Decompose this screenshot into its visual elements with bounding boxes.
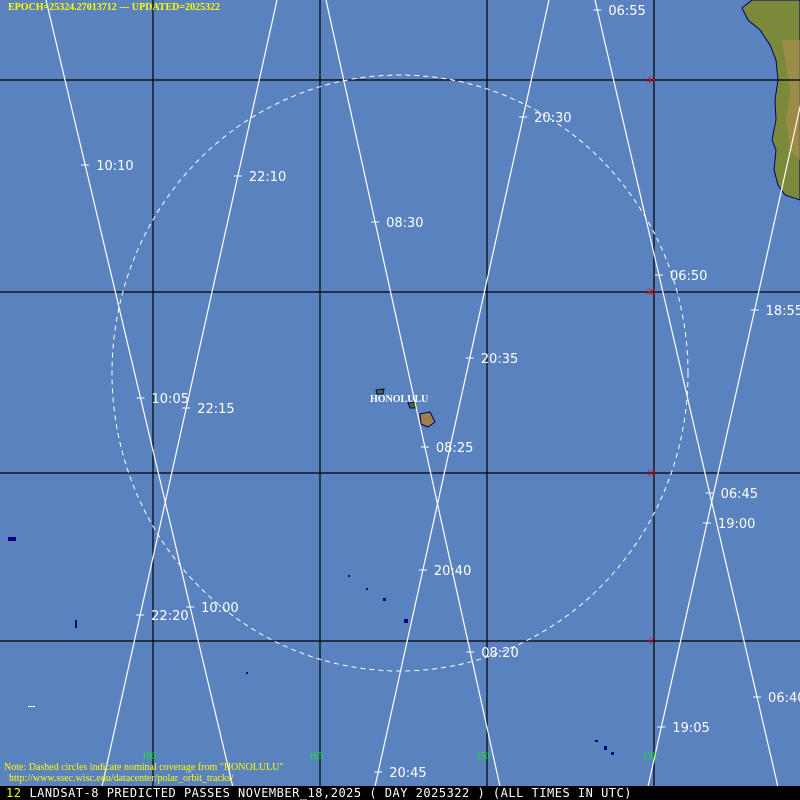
- latitude-label: 15: [647, 468, 657, 478]
- pass-time-label: 20:30: [534, 111, 571, 126]
- longitude-label: 165: [309, 751, 323, 761]
- footer-title: LANDSAT-8 PREDICTED PASSES NOVEMBER_18,2…: [29, 786, 632, 800]
- longitude-label: 150: [476, 751, 490, 761]
- latitude-label: 30: [647, 287, 657, 297]
- footer-bar: 12 LANDSAT-8 PREDICTED PASSES NOVEMBER_18…: [0, 786, 800, 800]
- epoch-text: EPOCH=25324.27013712: [8, 2, 117, 13]
- epoch-header: EPOCH=25324.27013712 --- UPDATED=2025322: [8, 2, 220, 13]
- coverage-note: Note: Dashed circles indicate nominal co…: [4, 762, 284, 773]
- orbit-track-ascending: [98, 0, 278, 800]
- pass-time-label: 08:30: [386, 216, 423, 231]
- pass-time-label: 19:00: [718, 517, 755, 532]
- updated-text: UPDATED=2025322: [131, 2, 221, 13]
- pass-time-label: 06:45: [721, 487, 758, 502]
- pass-time-label: 20:40: [434, 564, 471, 579]
- pass-time-label: 08:20: [481, 646, 518, 661]
- pass-time-label: 10:00: [201, 601, 238, 616]
- pass-time-label: 10:05: [152, 392, 189, 407]
- pass-time-label: 06:40: [768, 691, 800, 706]
- orbit-track-ascending: [371, 0, 550, 800]
- pass-time-label: 10:10: [96, 159, 133, 174]
- orbit-track-ascending: [644, 104, 800, 800]
- footer-number: 12: [6, 786, 22, 800]
- longitude-label: 135: [643, 751, 657, 761]
- orbit-track-descending: [594, 0, 782, 800]
- orbit-track-descending: [325, 0, 504, 800]
- pass-time-label: 06:50: [670, 269, 707, 284]
- header-separator: ---: [116, 2, 132, 13]
- city-label: HONOLULU: [370, 394, 429, 405]
- pass-time-label: 22:10: [249, 170, 286, 185]
- pass-time-label: 20:45: [389, 766, 426, 781]
- latitude-label: 45: [647, 75, 657, 85]
- pass-time-label: 22:15: [197, 402, 234, 417]
- pass-time-label: 20:35: [481, 352, 518, 367]
- pass-time-label: 19:05: [672, 721, 709, 736]
- pass-time-label: 22:20: [151, 609, 188, 624]
- pass-time-label: 06:55: [608, 4, 645, 19]
- latitude-label: 0: [649, 636, 654, 646]
- pass-time-label: 18:55: [766, 304, 800, 319]
- pass-time-label: 08:25: [436, 441, 473, 456]
- longitude-label: 180: [142, 751, 156, 761]
- orbit-tracks: [45, 0, 800, 800]
- orbit-track-descending: [45, 0, 237, 800]
- source-url[interactable]: http://www.ssec.wisc.edu/datacenter/pola…: [9, 773, 234, 784]
